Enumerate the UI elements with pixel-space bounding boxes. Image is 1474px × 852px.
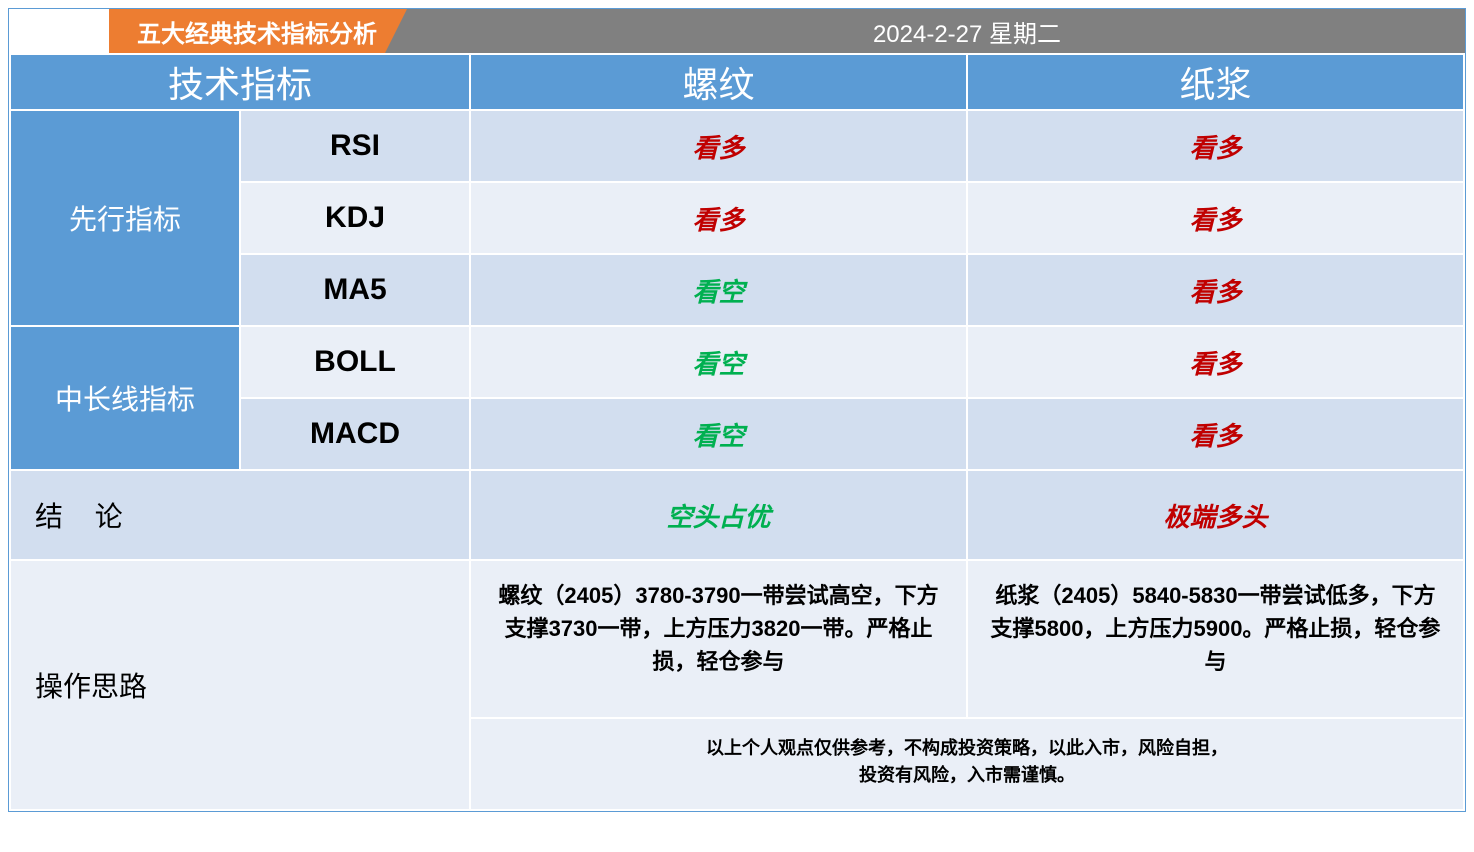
table-header-row: 技术指标 螺纹 纸浆 [10, 54, 1464, 110]
table-row: 中长线指标 BOLL 看空 看多 [10, 326, 1464, 398]
signal-cell: 看多 [470, 182, 967, 254]
title-tab: 五大经典技术指标分析 [109, 9, 407, 53]
indicator-name: MA5 [240, 254, 470, 326]
indicator-table: 技术指标 螺纹 纸浆 先行指标 RSI 看多 看多 KDJ 看多 看多 MA5 … [9, 53, 1465, 811]
strategy-cell: 纸浆（2405）5840-5830一带尝试低多，下方支撑5800，上方压力590… [967, 560, 1464, 718]
analysis-panel: 五大经典技术指标分析 2024-2-27 星期二 技术指标 螺纹 纸浆 先行指标… [8, 8, 1466, 812]
strategy-label: 操作思路 [10, 560, 470, 810]
category-trend: 中长线指标 [10, 326, 240, 470]
signal-cell: 看多 [967, 182, 1464, 254]
top-bar: 五大经典技术指标分析 2024-2-27 星期二 [9, 9, 1465, 53]
table-row: 先行指标 RSI 看多 看多 [10, 110, 1464, 182]
indicator-name: MACD [240, 398, 470, 470]
strategy-cell: 螺纹（2405）3780-3790一带尝试高空，下方支撑3730一带，上方压力3… [470, 560, 967, 718]
disclaimer-cell: 以上个人观点仅供参考，不构成投资策略，以此入市，风险自担， 投资有风险，入市需谨… [470, 718, 1464, 810]
category-leading: 先行指标 [10, 110, 240, 326]
signal-cell: 看多 [967, 398, 1464, 470]
indicator-name: RSI [240, 110, 470, 182]
conclusion-row: 结 论 空头占优 极端多头 [10, 470, 1464, 560]
disclaimer-line: 投资有风险，入市需谨慎。 [471, 762, 1463, 789]
conclusion-cell: 极端多头 [967, 470, 1464, 560]
col-header-product1: 螺纹 [470, 54, 967, 110]
indicator-name: BOLL [240, 326, 470, 398]
title-tab-wrap: 五大经典技术指标分析 [9, 9, 469, 53]
signal-cell: 看多 [967, 326, 1464, 398]
signal-cell: 看空 [470, 254, 967, 326]
disclaimer-line: 以上个人观点仅供参考，不构成投资策略，以此入市，风险自担， [471, 735, 1463, 762]
date-label: 2024-2-27 星期二 [469, 9, 1465, 53]
indicator-name: KDJ [240, 182, 470, 254]
conclusion-label: 结 论 [10, 470, 470, 560]
signal-cell: 看多 [967, 254, 1464, 326]
conclusion-cell: 空头占优 [470, 470, 967, 560]
signal-cell: 看多 [470, 110, 967, 182]
signal-cell: 看空 [470, 326, 967, 398]
signal-cell: 看空 [470, 398, 967, 470]
col-header-indicator: 技术指标 [10, 54, 470, 110]
strategy-row: 操作思路 螺纹（2405）3780-3790一带尝试高空，下方支撑3730一带，… [10, 560, 1464, 718]
signal-cell: 看多 [967, 110, 1464, 182]
col-header-product2: 纸浆 [967, 54, 1464, 110]
